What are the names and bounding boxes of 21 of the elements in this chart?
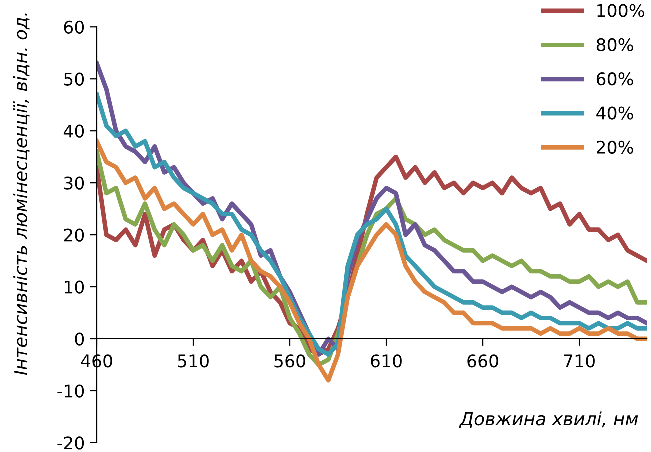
x-axis-title: Довжина хвилі, нм	[459, 412, 638, 428]
y-tick-label: 30	[64, 176, 84, 190]
y-tick-label: 50	[64, 72, 84, 86]
x-tick-label: 710	[564, 354, 595, 368]
y-tick-label: 10	[65, 280, 84, 294]
y-tick-label: -20	[58, 436, 84, 450]
legend-label: 80%	[596, 38, 634, 52]
y-tick-label: 0	[75, 332, 84, 346]
y-axis-title: Інтенсивність люмінесценції, відн. од.	[14, 14, 30, 376]
legend-label: 100%	[598, 4, 644, 18]
x-tick-label: 510	[178, 354, 209, 368]
y-tick-label: 40	[64, 124, 84, 138]
y-tick-label: 60	[64, 20, 84, 34]
x-tick-label: 610	[371, 354, 402, 368]
y-tick-label: -10	[58, 384, 84, 398]
legend-label: 20%	[596, 140, 634, 154]
x-tick-label: 660	[468, 354, 498, 368]
legend-label: 60%	[596, 72, 634, 86]
legend-label: 40%	[596, 106, 634, 120]
y-tick-label: 20	[64, 228, 84, 242]
x-tick-label: 560	[274, 354, 306, 368]
